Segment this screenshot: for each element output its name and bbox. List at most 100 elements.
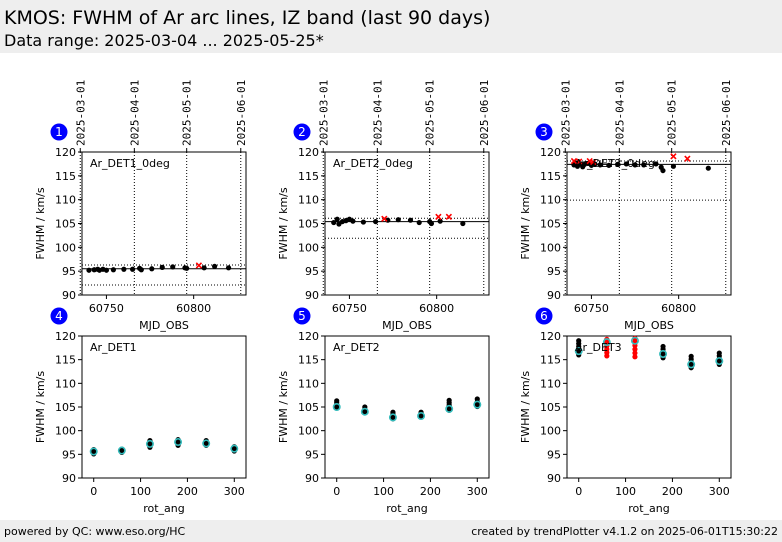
x-tick-label: 200: [662, 485, 683, 498]
average-point: [230, 444, 239, 453]
data-point: [121, 266, 127, 272]
date-tick-label: 2025-04-01: [128, 80, 141, 146]
data-point: [138, 267, 144, 273]
x-tick-label: 60750: [574, 302, 609, 315]
y-axis-label: FWHM / km/s: [34, 371, 47, 443]
y-tick-label: 100: [540, 241, 561, 254]
axes-frame: [566, 151, 732, 296]
y-tick-label: 110: [298, 377, 319, 390]
x-tick-label: 200: [177, 485, 198, 498]
panel-number: 6: [540, 309, 548, 323]
header-bar: KMOS: FWHM of Ar arc lines, IZ band (las…: [0, 0, 782, 53]
data-point: [395, 217, 401, 223]
y-tick-label: 105: [55, 401, 76, 414]
y-tick-label: 90: [62, 289, 76, 302]
average-point: [145, 439, 154, 448]
data-point: [211, 263, 218, 269]
date-tick-label: 2025-03-01: [559, 80, 572, 146]
data-point: [660, 167, 666, 174]
panel-number: 1: [55, 125, 63, 139]
outlier-point: [632, 350, 638, 356]
y-tick-label: 120: [298, 146, 319, 159]
y-tick-label: 100: [55, 425, 76, 438]
y-tick-label: 110: [55, 377, 76, 390]
date-tick-label: 2025-05-01: [666, 80, 679, 146]
average-point: [417, 411, 426, 420]
data-point: [606, 162, 612, 168]
x-tick-label: 100: [373, 485, 394, 498]
data-point: [416, 219, 422, 226]
panel-3: 3 90 95 100 105 110 115 120 60750 60800 MJD_OBS FWH…: [519, 80, 733, 332]
y-tick-label: 110: [540, 377, 561, 390]
data-point: [576, 338, 582, 344]
date-tick-label: 2025-05-01: [424, 80, 437, 146]
average-point: [715, 357, 724, 366]
data-point: [350, 218, 356, 224]
panel-5: 5 90 95 100 105 110 115 120 0 100 200 300 rot_ang FWH…: [277, 307, 490, 515]
x-tick-label: 0: [90, 485, 97, 498]
axes-frame: [566, 335, 732, 479]
data-point: [446, 397, 452, 403]
page-title: KMOS: FWHM of Ar arc lines, IZ band (las…: [4, 7, 491, 29]
y-tick-label: 105: [540, 401, 561, 414]
outlier-point: [195, 262, 203, 269]
data-point: [334, 216, 340, 222]
average-point: [89, 447, 98, 456]
x-axis-label: MJD_OBS: [139, 319, 189, 332]
date-tick-label: 2025-06-01: [478, 80, 491, 146]
y-axis-label: FWHM / km/s: [519, 187, 532, 259]
footer-created: created by trendPlotter v4.1.2 on 2025-0…: [471, 525, 778, 538]
data-point: [632, 162, 638, 168]
y-axis-label: FWHM / km/s: [277, 371, 290, 443]
outlier-point: [435, 213, 442, 220]
data-point: [372, 218, 379, 225]
y-tick-label: 120: [55, 146, 76, 159]
x-axis-label: MJD_OBS: [624, 319, 674, 332]
panel-number: 4: [55, 309, 63, 323]
data-point: [641, 162, 647, 168]
data-point: [184, 265, 190, 271]
outlier-point: [445, 213, 453, 220]
x-tick-label: 60750: [89, 302, 124, 315]
y-tick-label: 120: [55, 330, 76, 343]
y-tick-label: 105: [298, 401, 319, 414]
y-tick-label: 100: [298, 425, 319, 438]
average-point: [574, 347, 583, 356]
y-tick-label: 90: [305, 472, 319, 485]
data-point: [360, 219, 366, 225]
data-point: [334, 398, 340, 404]
y-tick-label: 110: [298, 194, 319, 207]
x-tick-label: 0: [575, 485, 582, 498]
y-tick-label: 100: [55, 241, 76, 254]
data-point: [225, 265, 232, 271]
data-point: [149, 266, 155, 272]
date-tick-label: 2025-03-01: [74, 80, 87, 146]
panel-number-badge: [293, 123, 311, 141]
footer-bar: powered by QC: www.eso.org/HC created by…: [0, 520, 782, 542]
x-axis-label: rot_ang: [628, 502, 670, 515]
panel-number-badge: [50, 307, 68, 325]
y-tick-label: 115: [55, 354, 76, 367]
y-tick-label: 100: [298, 241, 319, 254]
x-tick-label: 200: [420, 485, 441, 498]
y-tick-label: 115: [298, 170, 319, 183]
date-tick-label: 2025-03-01: [317, 80, 330, 146]
panel-number-badge: [293, 307, 311, 325]
panel-1: 1 90 95 100 105 110 115 120 60750 60800 MJD_OBS FWH…: [34, 80, 248, 332]
x-axis-label: rot_ang: [386, 502, 428, 515]
y-tick-label: 95: [305, 448, 319, 461]
data-point: [623, 161, 629, 167]
data-point: [705, 165, 711, 171]
y-axis-label: FWHM / km/s: [519, 371, 532, 443]
panel-number-badge: [50, 123, 68, 141]
data-point: [86, 267, 92, 273]
average-point: [659, 349, 668, 358]
x-tick-label: 60750: [332, 302, 367, 315]
x-tick-label: 60800: [176, 302, 211, 315]
panel-number: 3: [540, 125, 548, 139]
y-tick-label: 105: [298, 218, 319, 231]
date-tick-label: 2025-05-01: [181, 80, 194, 146]
panel-label: Ar_DET1_0deg: [90, 157, 170, 170]
outlier-point: [632, 354, 638, 360]
